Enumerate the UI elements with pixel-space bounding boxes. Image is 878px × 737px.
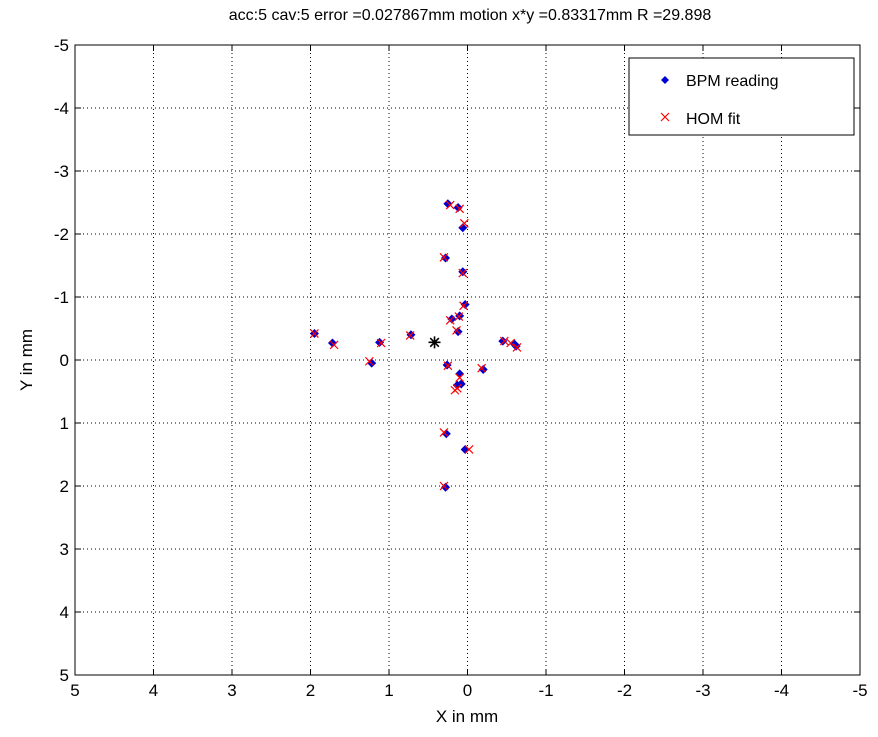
x-tick-label: 3	[227, 681, 236, 700]
x-tick-label: 5	[70, 681, 79, 700]
bpm-reading-point	[458, 267, 468, 277]
bpm-reading-point	[441, 429, 451, 439]
bpm-reading-point	[375, 337, 385, 347]
hom-fit-point	[329, 340, 339, 350]
hom-fit-point	[439, 481, 449, 491]
x-tick-label: -5	[852, 681, 867, 700]
hom-fit-point	[376, 338, 386, 348]
hom-fit-point	[464, 445, 474, 454]
y-tick-label: 3	[60, 540, 69, 559]
x-tick-label: -4	[774, 681, 789, 700]
legend-hom-label: HOM fit	[686, 111, 741, 128]
hom-fit-point	[439, 428, 449, 437]
hom-fit-point	[458, 268, 468, 278]
hom-fit-point	[454, 312, 464, 321]
y-tick-label: -3	[54, 162, 69, 181]
y-tick-label: -1	[54, 288, 69, 307]
hom-fit-point	[452, 325, 461, 335]
hom-fit-point	[506, 338, 516, 348]
bpm-reading-point	[452, 380, 462, 390]
y-tick-label: 1	[60, 414, 69, 433]
x-axis-label: X in mm	[436, 707, 498, 726]
hom-fit-point	[455, 373, 465, 383]
hom-fit-point	[499, 336, 509, 346]
hom-fit-point	[477, 363, 487, 373]
data-points	[309, 199, 522, 492]
axis-ticks: 5 4 3 2 1 0 -1 -2 -3 -4 -5 -5 -4 -3 -2 -1 0 1 2 3 4 5	[54, 36, 868, 700]
hom-fit-point	[512, 342, 522, 352]
hom-fit-point	[439, 252, 449, 262]
bpm-reading-point	[443, 199, 453, 209]
y-tick-label: 4	[60, 603, 69, 622]
center-asterisk-point	[428, 336, 441, 349]
hom-fit-point	[459, 301, 468, 311]
y-axis-label: Y in mm	[17, 329, 36, 391]
hom-fit-point	[459, 218, 469, 228]
legend-box	[628, 57, 855, 136]
legend-hom-marker	[660, 112, 670, 122]
hom-fit-point	[405, 331, 415, 340]
chart-title: acc:5 cav:5 error =0.027867mm motion x*y…	[229, 7, 712, 24]
grid	[75, 45, 860, 675]
x-tick-label: 0	[463, 681, 472, 700]
hom-fit-point	[443, 361, 453, 371]
x-tick-label: 1	[384, 681, 393, 700]
hom-fit-point	[445, 315, 455, 325]
x-tick-label: 2	[306, 681, 315, 700]
y-tick-label: 0	[60, 351, 69, 370]
hom-fit-point	[445, 200, 455, 210]
legend: BPM reading HOM fit	[628, 57, 855, 136]
bpm-reading-point	[458, 223, 468, 233]
hom-fit-point	[310, 329, 319, 338]
hom-fit-point	[455, 204, 465, 214]
x-tick-label: -3	[695, 681, 710, 700]
x-tick-label: -2	[617, 681, 632, 700]
y-tick-label: -4	[54, 99, 69, 118]
bpm-reading-point	[441, 253, 451, 263]
hom-fit-point	[450, 385, 460, 395]
legend-bpm-marker	[661, 76, 669, 84]
y-tick-label: 2	[60, 477, 69, 496]
legend-bpm-label: BPM reading	[686, 73, 779, 90]
x-tick-label: -1	[538, 681, 553, 700]
bpm-reading-point	[498, 336, 508, 346]
y-tick-label: -5	[54, 36, 69, 55]
hom-fit-point	[364, 356, 374, 366]
y-tick-label: 5	[60, 666, 69, 685]
y-tick-label: -2	[54, 225, 69, 244]
x-tick-label: 4	[149, 681, 158, 700]
